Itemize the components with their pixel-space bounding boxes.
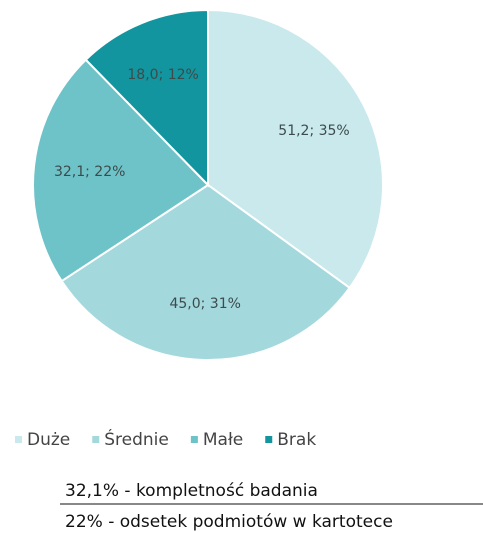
note: 22% - odsetek podmiotów w kartotece	[65, 512, 393, 532]
note: 32,1% - kompletność badania	[65, 481, 318, 501]
data-label: 18,0; 12%	[127, 67, 198, 83]
pie-slice	[32, 58, 210, 283]
legend-label: Duże	[27, 430, 70, 450]
legend-swatch	[92, 436, 100, 443]
legend-label: Średnie	[104, 428, 169, 450]
legend-swatch	[190, 436, 198, 443]
legend-swatch	[265, 436, 273, 443]
data-label: 45,0; 31%	[169, 296, 240, 312]
legend-swatch	[15, 436, 22, 443]
pie-slice	[60, 183, 351, 361]
data-label: 51,2; 35%	[278, 123, 349, 139]
pie-slice	[207, 8, 384, 290]
data-label: 32,1; 22%	[54, 164, 125, 180]
pie-slice	[84, 8, 209, 188]
legend-label: Brak	[277, 430, 316, 450]
legend-label: Małe	[203, 430, 243, 450]
